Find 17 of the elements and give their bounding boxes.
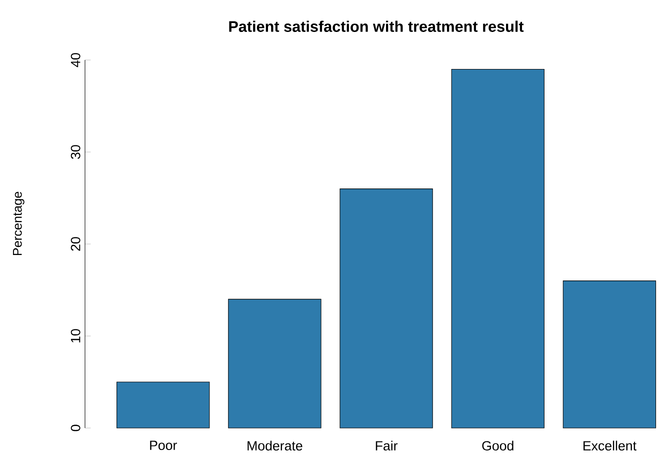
- x-tick-label: Excellent: [584, 440, 636, 450]
- x-tick-label: Good: [482, 440, 514, 450]
- y-tick-label: 20: [70, 237, 80, 251]
- bar: [451, 68, 544, 428]
- y-tick-label: 0: [70, 424, 80, 432]
- bar: [340, 188, 433, 428]
- bar: [562, 280, 656, 428]
- bar: [228, 298, 322, 428]
- x-tick-label: Poor: [150, 440, 177, 450]
- chart-title: Patient satisfaction with treatment result: [229, 20, 524, 32]
- x-tick-label: Moderate: [248, 440, 302, 450]
- y-tick-label: 10: [70, 329, 80, 342]
- y-axis-title: Percentage: [12, 192, 24, 256]
- y-tick-label: 40: [70, 53, 80, 68]
- x-tick-label: Fair: [376, 440, 398, 450]
- y-tick-label: 30: [70, 145, 80, 159]
- bar: [116, 382, 210, 428]
